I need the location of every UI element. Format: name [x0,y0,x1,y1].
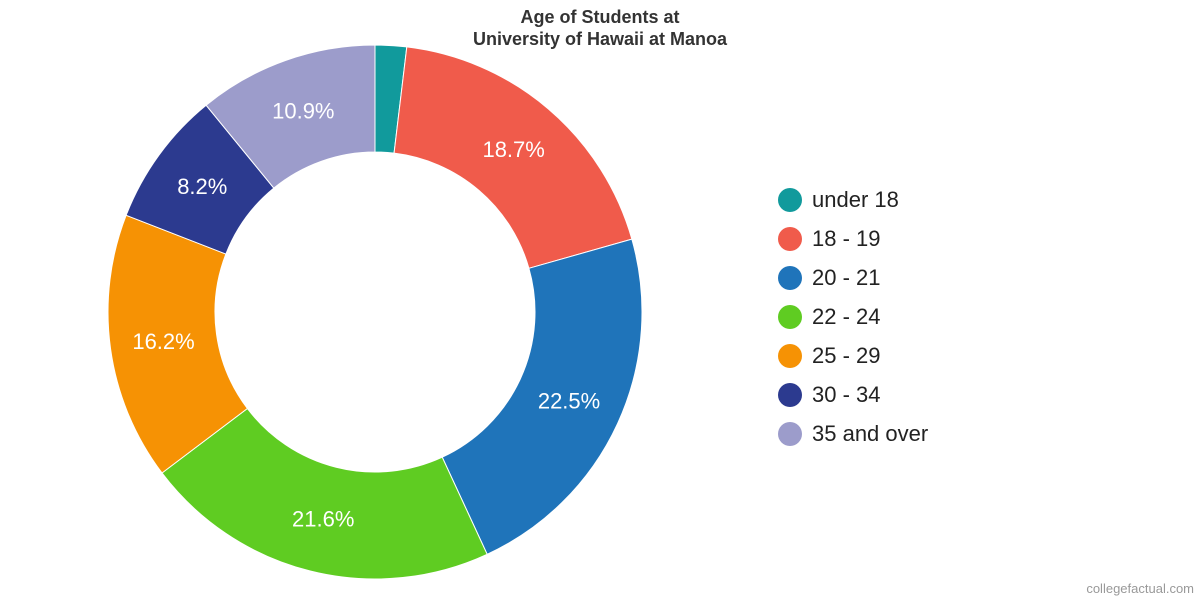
legend-swatch [778,343,802,368]
data-label-30-34: 8.2% [177,174,227,199]
legend-item[interactable]: 18 - 19 [778,219,928,258]
legend-item[interactable]: 25 - 29 [778,336,928,375]
chart-title-line2: University of Hawaii at Manoa [472,29,728,49]
legend-swatch [778,187,802,212]
slice-22-24 [161,407,488,580]
legend-item[interactable]: 30 - 34 [778,375,928,414]
legend-label: 25 - 29 [812,342,881,368]
credit-text: collegefactual.com [1086,581,1194,596]
chart-title: Age of Students at University of Hawaii … [375,6,825,50]
legend-swatch [778,421,802,446]
legend-item[interactable]: 35 and over [778,414,928,453]
legend-swatch [778,304,802,329]
legend-swatch [778,265,802,290]
slice-20-21 [441,238,643,555]
slices-group [107,44,643,580]
legend-label: 35 and over [812,420,929,446]
chart-title-line1: Age of Students at [520,7,680,27]
legend-swatch [778,226,802,251]
data-label-35-and-over: 10.9% [272,98,334,123]
legend-label: 22 - 24 [812,303,881,329]
legend-item[interactable]: 22 - 24 [778,297,928,336]
data-label-20-21: 22.5% [538,389,600,414]
legend-label: 30 - 34 [812,381,881,407]
legend-item[interactable]: 20 - 21 [778,258,928,297]
labels-group: 18.7% 22.5% 21.6% 16.2% 8.2% 10.9% [132,98,600,531]
data-label-18-19: 18.7% [482,137,544,162]
slice-35-and-over [205,44,376,189]
legend-label: 20 - 21 [812,264,881,290]
data-label-25-29: 16.2% [132,329,194,354]
legend-swatch [778,382,802,407]
legend-label: under 18 [812,186,899,212]
slice-18-19 [393,46,633,269]
legend: under 18 18 - 19 20 - 21 22 - 24 25 - 29 30 -… [778,180,928,453]
legend-item[interactable]: under 18 [778,180,928,219]
legend-label: 18 - 19 [812,225,881,251]
data-label-22-24: 21.6% [292,507,354,532]
